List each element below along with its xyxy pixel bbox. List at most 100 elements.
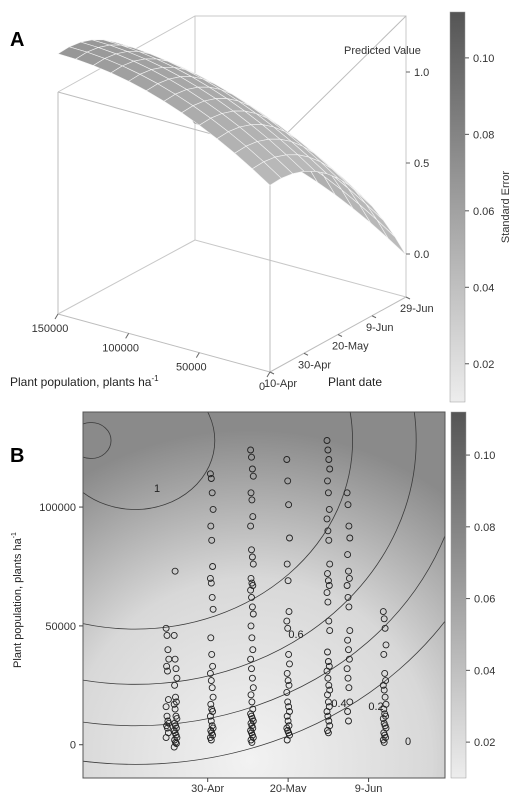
observation-point: [207, 475, 215, 482]
colorbar-a-ticks: 0.10 0.08 0.06 0.04 0.02: [465, 53, 494, 371]
observation-point: [249, 560, 257, 568]
z-tick-label: 0.5: [414, 158, 429, 170]
observation-point: [324, 729, 332, 737]
observation-point: [249, 646, 257, 654]
contour-label: 0.4: [331, 698, 346, 710]
contour-label: 0: [405, 736, 411, 748]
observation-point: [207, 736, 215, 744]
colorbar-a-label: Standard Error: [500, 171, 512, 243]
date-tick-mark: [371, 315, 377, 319]
colorbar-tick-label: 0.04: [473, 282, 494, 294]
observation-point: [163, 662, 171, 670]
observation-point: [283, 456, 291, 463]
observation-point: [286, 660, 293, 668]
observation-point: [172, 740, 180, 747]
observation-point: [171, 705, 179, 713]
observation-point: [346, 698, 354, 706]
observation-point: [343, 489, 351, 497]
observation-point: [248, 665, 255, 673]
observation-point: [285, 681, 293, 689]
date-tick-mark: [303, 352, 309, 356]
observation-point: [324, 648, 331, 656]
observation-point: [163, 631, 171, 639]
observation-point: [247, 586, 255, 594]
contour-label: 1: [154, 483, 160, 495]
date-tick-mark: [405, 296, 411, 300]
panel-a: A Predicted Value 1.0 0.5 0.0 150000 100000…: [10, 11, 512, 403]
observation-point: [283, 736, 291, 744]
observation-point: [209, 662, 217, 670]
colorbar-tick-label: 0.02: [474, 737, 495, 749]
observation-point: [345, 522, 353, 530]
observation-point: [325, 505, 333, 513]
surface-facet: [376, 219, 407, 256]
observation-point: [172, 738, 179, 746]
population-tick-mark: [266, 371, 271, 378]
observation-point: [206, 669, 214, 677]
observation-point: [164, 646, 172, 654]
contour-lines: [83, 412, 445, 765]
heatmap-background: [83, 412, 445, 778]
date-tick-label: 20-May: [332, 341, 369, 353]
observation-point: [382, 712, 390, 720]
observation-point: [248, 698, 256, 706]
observation-point: [379, 681, 387, 689]
date-tick-label-b: 20-May: [270, 783, 307, 792]
z-axis-label: Predicted Value: [344, 45, 421, 57]
observation-point: [325, 582, 333, 589]
observation-point: [343, 665, 351, 673]
response-surface: [57, 39, 407, 256]
observation-point: [382, 641, 390, 649]
observation-point: [248, 634, 256, 642]
observation-point: [249, 684, 257, 692]
contour-label: 0.2: [368, 701, 383, 713]
observation-point: [284, 577, 292, 585]
observation-point: [325, 617, 333, 625]
observation-point: [380, 738, 388, 746]
observation-point: [344, 593, 352, 601]
observation-point: [209, 605, 217, 613]
observation-point: [381, 693, 389, 701]
observation-point: [209, 563, 217, 570]
observation-point: [285, 608, 293, 616]
observation-point: [325, 681, 333, 689]
observation-point: [324, 698, 332, 706]
observation-point: [207, 700, 215, 708]
observation-point: [344, 674, 352, 682]
observation-point: [249, 734, 257, 742]
panel-a-label: A: [10, 29, 24, 51]
observation-point: [284, 677, 292, 685]
observation-point: [381, 624, 389, 632]
observation-point: [345, 567, 352, 575]
observation-point: [326, 465, 334, 473]
observation-point: [162, 734, 170, 742]
observation-point: [207, 717, 215, 725]
observation-point: [206, 574, 214, 582]
observation-point: [324, 489, 332, 497]
observation-point: [207, 579, 215, 587]
population-tick-mark: [54, 313, 59, 320]
observation-point: [344, 551, 352, 559]
observation-point: [345, 655, 353, 663]
observation-point: [209, 731, 217, 739]
population-tick-label: 100000: [102, 342, 139, 354]
observation-point: [171, 681, 179, 689]
observation-point: [285, 722, 293, 730]
observation-point: [172, 724, 180, 732]
colorbar-tick-label: 0.06: [473, 206, 494, 218]
observation-point: [324, 598, 332, 606]
observation-point: [285, 501, 293, 509]
observation-point: [344, 501, 352, 509]
observation-point: [249, 610, 257, 618]
observation-point: [206, 712, 214, 720]
observation-point: [324, 577, 332, 585]
observation-point: [283, 688, 291, 696]
observation-point: [170, 700, 178, 708]
observation-point: [284, 477, 292, 485]
observation-point: [344, 708, 352, 715]
date-tick-label-b: 9-Jun: [355, 783, 383, 792]
colorbar-a: [449, 11, 466, 403]
plot-frame: [82, 411, 446, 779]
observation-point: [248, 553, 256, 561]
observation-point: [162, 703, 170, 711]
